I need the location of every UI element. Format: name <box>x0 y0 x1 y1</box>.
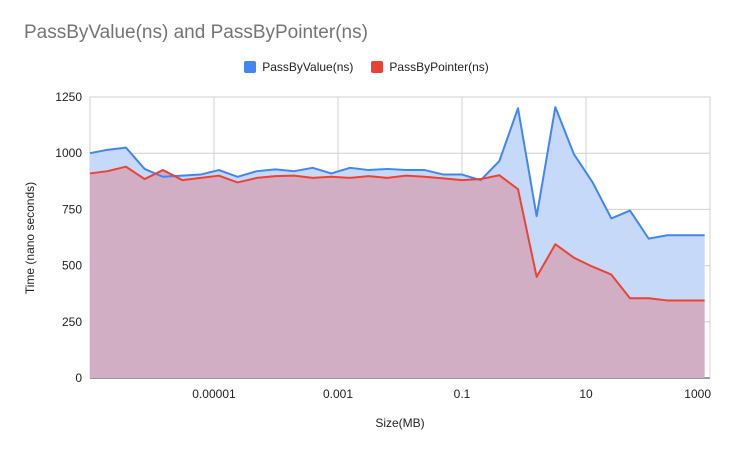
legend: PassByValue(ns) PassByPointer(ns) <box>0 60 733 74</box>
y-tick-label: 1000 <box>55 146 82 160</box>
chart-title: PassByValue(ns) and PassByPointer(ns) <box>24 22 368 43</box>
x-tick-label: 0.001 <box>323 387 353 401</box>
legend-item-pass-by-value[interactable]: PassByValue(ns) <box>244 60 353 74</box>
y-tick-label: 500 <box>62 259 82 273</box>
x-tick-label: 10 <box>579 387 593 401</box>
legend-label-pass-by-value: PassByValue(ns) <box>262 60 354 74</box>
y-tick-label: 250 <box>62 315 82 329</box>
legend-item-pass-by-pointer[interactable]: PassByPointer(ns) <box>371 60 489 74</box>
area-fill-series-1 <box>90 166 705 378</box>
legend-swatch-pass-by-value <box>244 61 257 73</box>
series-line-1 <box>89 165 705 302</box>
x-tick-label: 1000 <box>684 387 711 401</box>
y-tick-label: 750 <box>62 202 82 216</box>
x-tick-label: 0.1 <box>454 387 471 401</box>
x-axis-title: Size(MB) <box>375 416 424 430</box>
series-line-0 <box>89 106 705 240</box>
axis-layer: 0 250 500 750 1000 1250 0.00001 0.001 0.1 10 1000 <box>55 90 711 401</box>
y-axis-title: Time (nano seconds) <box>23 182 37 294</box>
y-tick-label: 1250 <box>55 90 82 104</box>
area-layer <box>90 107 705 378</box>
legend-swatch-pass-by-pointer <box>371 61 384 73</box>
legend-label-pass-by-pointer: PassByPointer(ns) <box>389 60 489 74</box>
y-tick-label: 0 <box>75 371 82 385</box>
x-tick-label: 0.00001 <box>192 387 236 401</box>
line-layer <box>89 106 705 302</box>
